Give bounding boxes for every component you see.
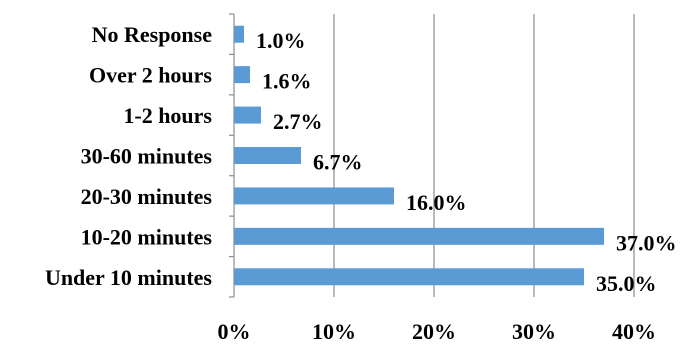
x-tick-label: 30%: [512, 319, 556, 344]
category-label: Under 10 minutes: [45, 265, 212, 290]
bar: [234, 227, 604, 245]
bar: [234, 268, 584, 286]
grid-layer: [333, 14, 635, 297]
category-label: 1-2 hours: [123, 103, 212, 128]
x-tick-label: 10%: [312, 319, 356, 344]
category-label: 30-60 minutes: [81, 144, 213, 169]
x-tick-label: 40%: [612, 319, 656, 344]
bar: [234, 106, 261, 124]
bar: [234, 25, 244, 43]
data-label: 2.7%: [273, 109, 323, 134]
data-label: 1.0%: [256, 28, 306, 53]
data-label: 6.7%: [313, 150, 363, 175]
category-label: Over 2 hours: [89, 63, 212, 88]
x-tick-label: 0%: [218, 319, 251, 344]
category-label: 10-20 minutes: [81, 224, 213, 249]
data-label: 1.6%: [262, 69, 312, 94]
axis-layer: 0% 10% 20% 30% 40%: [218, 13, 656, 344]
x-tick-label: 20%: [412, 319, 456, 344]
bar: [234, 187, 394, 205]
bar-layer: [234, 25, 604, 286]
category-label: 20-30 minutes: [81, 184, 213, 209]
bar: [234, 147, 301, 164]
data-label: 37.0%: [616, 230, 677, 255]
label-layer: No Response 1.0% Over 2 hours 1.6% 1-2 hours…: [45, 22, 677, 296]
data-label: 16.0%: [406, 190, 467, 215]
data-label: 35.0%: [596, 271, 657, 296]
category-label: No Response: [92, 22, 213, 47]
bar: [234, 66, 250, 84]
